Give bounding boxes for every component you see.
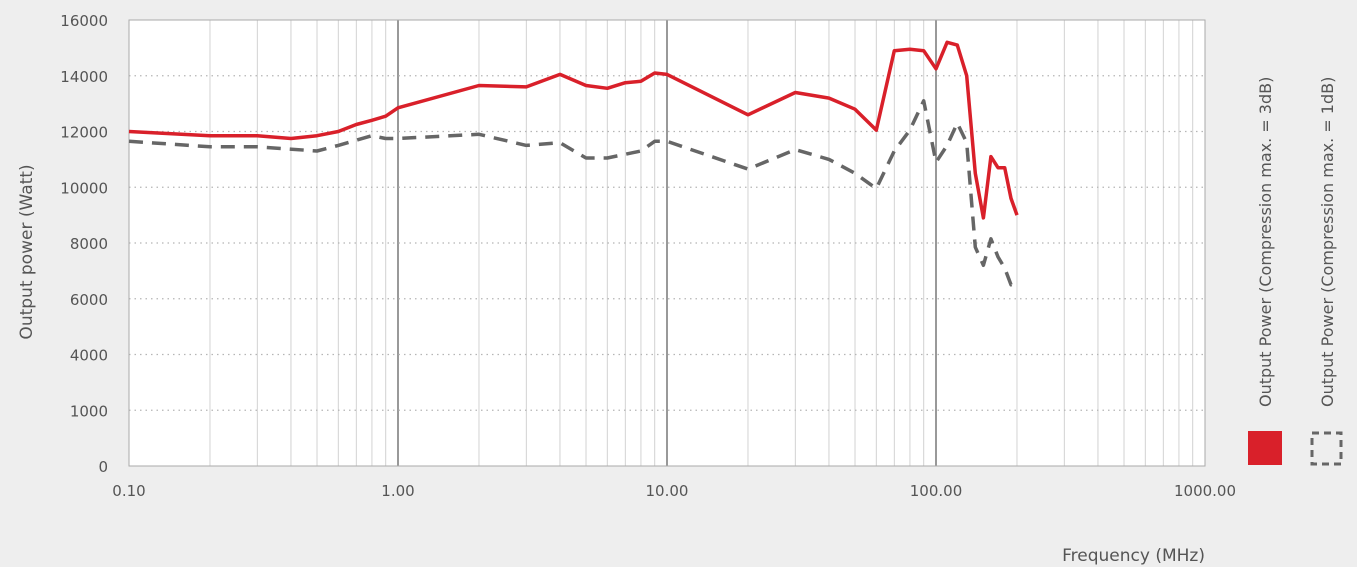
y-tick-label: 0: [98, 458, 108, 476]
y-axis-title: Output power (Watt): [17, 164, 37, 339]
plot-border: [128, 19, 1206, 467]
y-tick-labels: 0 1000 4000 6000 8000 10000 12000 14000 16000: [60, 12, 108, 476]
x-axis-title: Frequency (MHz): [1062, 546, 1205, 566]
legend-label-compression-3db: Output Power (Compression max. = 3dB): [1256, 77, 1275, 407]
y-tick-label: 16000: [60, 12, 108, 30]
legend: Output Power (Compression max. = 3dB) Ou…: [1248, 77, 1343, 466]
x-tick-label: 1000.00: [1174, 482, 1236, 500]
y-tick-label: 8000: [70, 235, 108, 253]
y-tick-label: 1000: [70, 402, 108, 420]
legend-swatch-compression-3db: [1248, 431, 1282, 465]
legend-swatch-compression-1db: [1310, 431, 1343, 466]
major-gridlines: [397, 20, 937, 466]
horizontal-gridlines: [129, 75, 1205, 411]
series-line-compression-1db: [128, 99, 1018, 287]
x-tick-label: 100.00: [910, 482, 963, 500]
legend-label-compression-1db: Output Power (Compression max. = 1dB): [1318, 77, 1337, 407]
series-layer: [128, 40, 1019, 287]
y-tick-label: 4000: [70, 347, 108, 365]
y-tick-label: 12000: [60, 124, 108, 142]
x-tick-labels: 0.10 1.00 10.00 100.00 1000.00: [112, 482, 1236, 500]
y-tick-label: 14000: [60, 68, 108, 86]
x-tick-label: 10.00: [646, 482, 689, 500]
x-tick-label: 0.10: [112, 482, 145, 500]
x-tick-label: 1.00: [381, 482, 414, 500]
y-tick-label: 6000: [70, 291, 108, 309]
series-line-compression-3db: [128, 40, 1019, 220]
y-tick-label: 10000: [60, 179, 108, 197]
